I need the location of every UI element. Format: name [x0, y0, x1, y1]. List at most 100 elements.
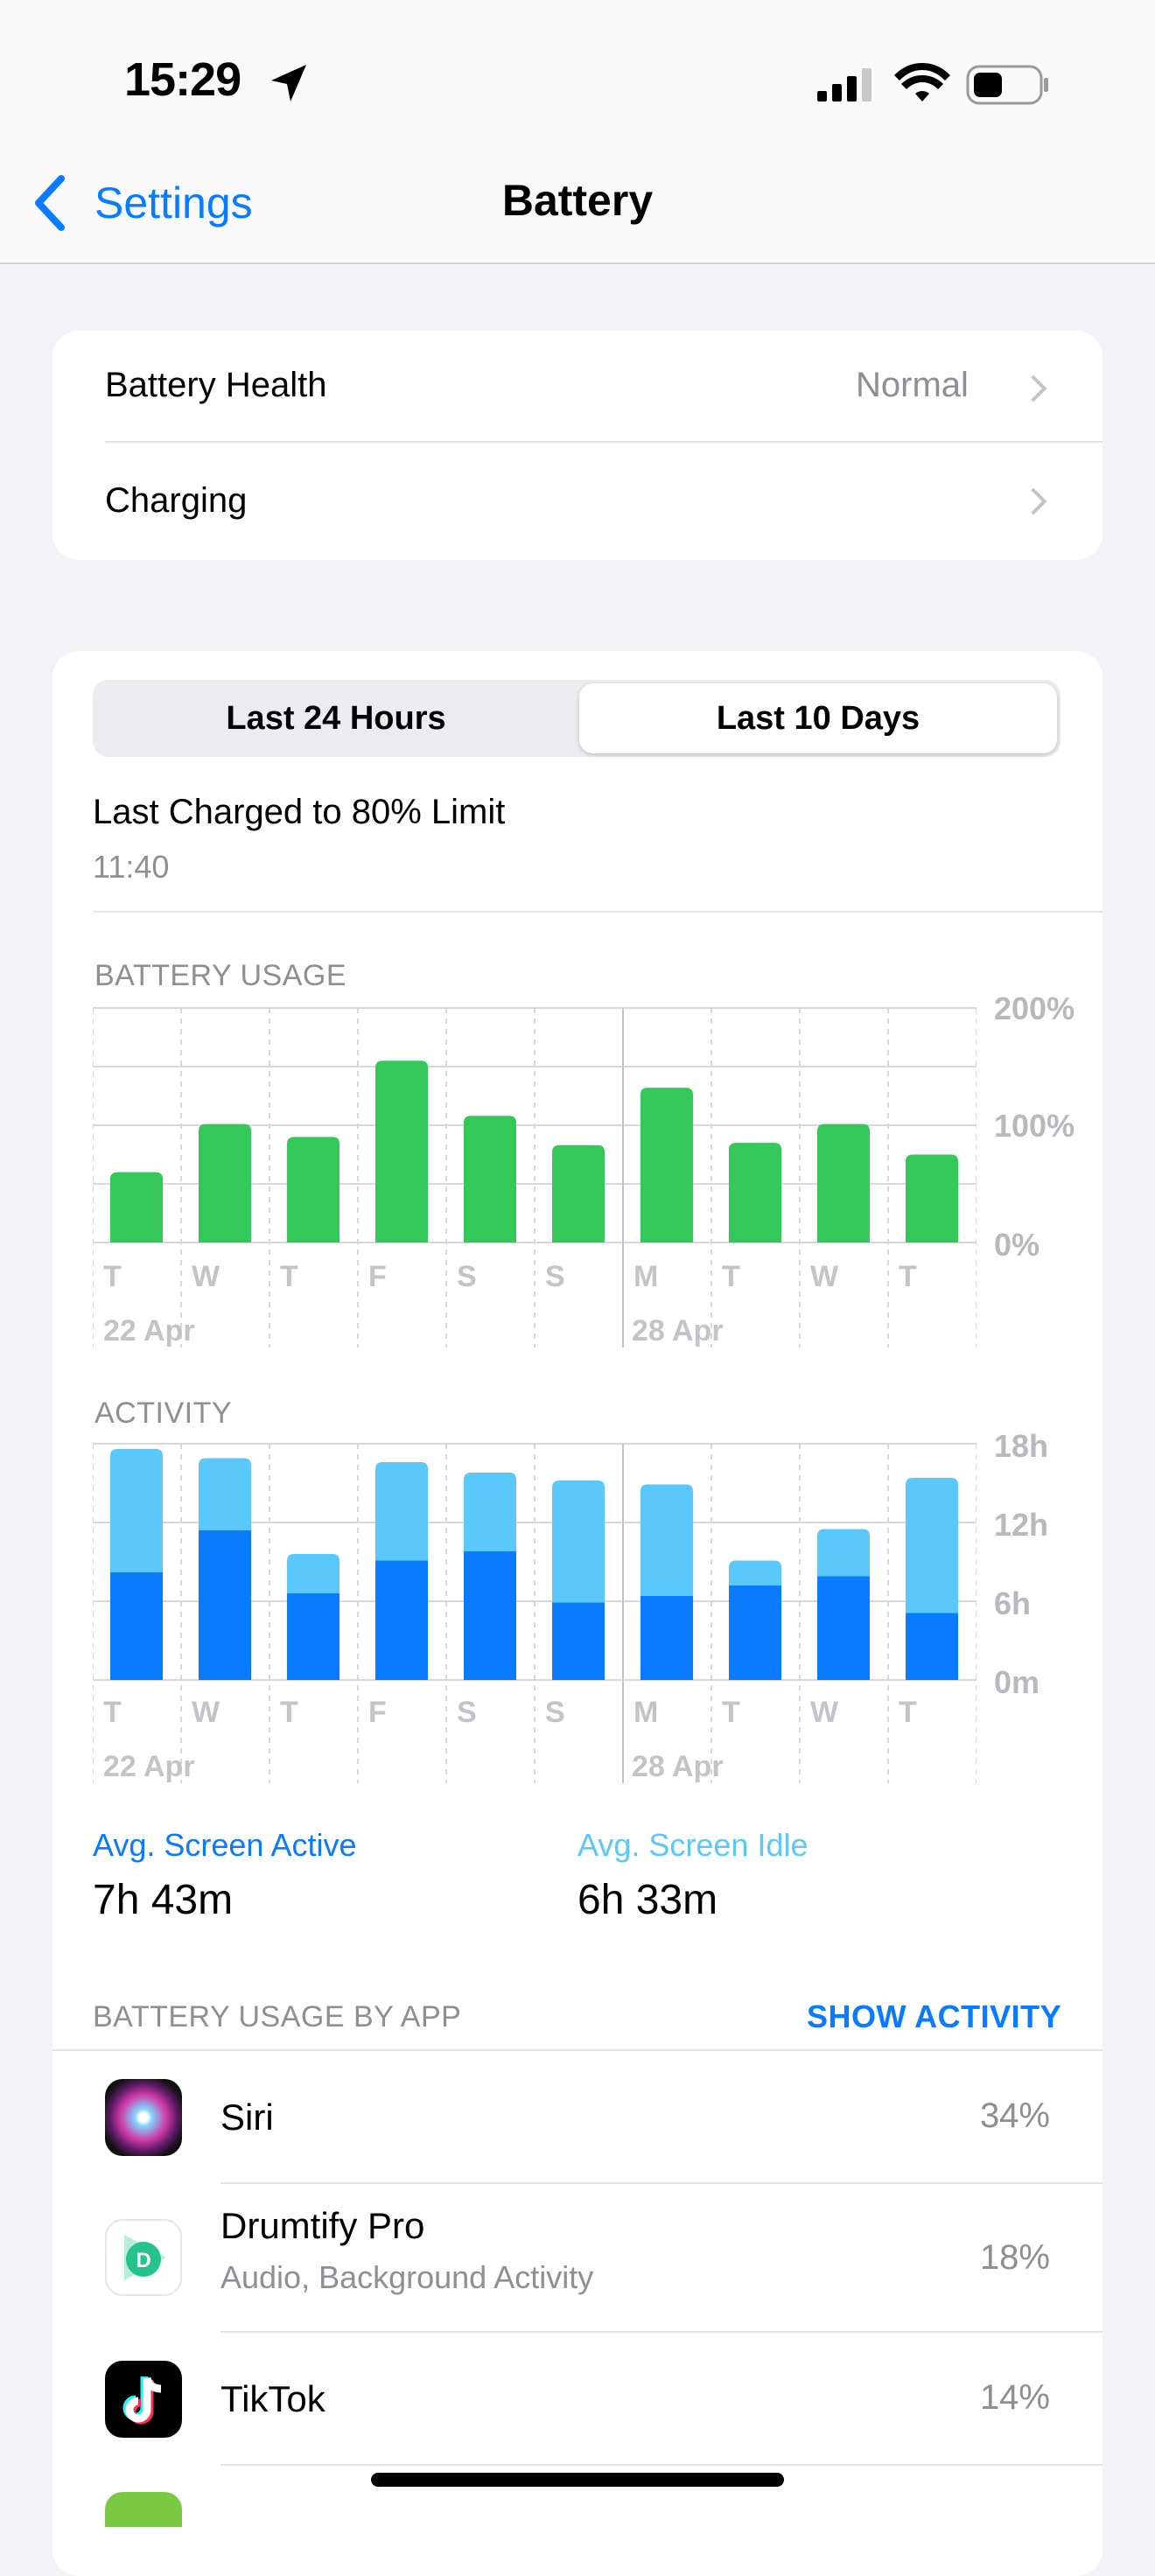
day-label: S [457, 1696, 477, 1729]
battery-usage-chart [93, 1007, 976, 1348]
segment-last-10-days[interactable]: Last 10 Days [579, 683, 1057, 753]
screen-idle-bar[interactable] [464, 1473, 516, 1551]
app-icon-partial [105, 2492, 182, 2527]
battery-usage-bar[interactable] [640, 1088, 693, 1242]
screen-idle-bar[interactable] [287, 1554, 340, 1593]
divider [220, 2464, 1102, 2466]
battery-health-row[interactable]: Battery Health Normal [52, 331, 1102, 443]
avg-screen-idle-value: 6h 33m [578, 1877, 718, 1923]
day-label: T [280, 1260, 298, 1293]
date-label: 22 Apr [103, 1314, 195, 1348]
chevron-right-icon [1019, 487, 1047, 515]
battery-health-label: Battery Health [105, 366, 327, 404]
battery-usage-section-label: BATTERY USAGE [94, 959, 347, 992]
back-button[interactable]: Settings [32, 175, 253, 231]
activity-y-tick: 0m [994, 1664, 1040, 1700]
battery-usage-bar[interactable] [110, 1172, 163, 1242]
tiktok-icon [105, 2361, 182, 2438]
day-label: F [368, 1696, 387, 1729]
charging-row[interactable]: Charging [52, 443, 1102, 560]
battery-usage-bar[interactable] [375, 1060, 428, 1242]
day-label: T [899, 1696, 917, 1729]
day-label: T [722, 1696, 740, 1729]
day-label: W [810, 1696, 839, 1729]
screen-active-bar[interactable] [552, 1602, 605, 1681]
battery-y-tick: 0% [994, 1227, 1040, 1263]
svg-text:D: D [136, 2249, 150, 2272]
app-percent: 14% [979, 2378, 1050, 2417]
divider [105, 441, 1102, 443]
screen-idle-bar[interactable] [640, 1484, 693, 1597]
chevron-left-icon [35, 175, 65, 231]
show-activity-button[interactable]: SHOW ACTIVITY [807, 1998, 1062, 2034]
screen-idle-bar[interactable] [729, 1560, 781, 1586]
app-row-siri[interactable]: Siri 34% [52, 2051, 1102, 2182]
activity-section-label: ACTIVITY [94, 1396, 233, 1430]
screen-active-bar[interactable] [464, 1551, 516, 1680]
app-row-drumtify-pro[interactable]: D Drumtify Pro Audio, Background Activit… [52, 2184, 1102, 2331]
activity-chart [93, 1443, 976, 1783]
screen-active-bar[interactable] [287, 1593, 340, 1680]
day-label: W [192, 1696, 220, 1729]
day-label: T [899, 1260, 917, 1293]
back-label: Settings [94, 178, 253, 228]
app-row-tiktok[interactable]: TikTok 14% [52, 2333, 1102, 2464]
avg-screen-idle-label: Avg. Screen Idle [578, 1827, 808, 1863]
screen-idle-bar[interactable] [375, 1462, 428, 1561]
battery-usage-bar[interactable] [906, 1154, 958, 1243]
activity-y-tick: 18h [994, 1428, 1049, 1464]
screen-active-bar[interactable] [375, 1560, 428, 1681]
day-label: M [634, 1696, 659, 1729]
battery-usage-bar[interactable] [817, 1124, 870, 1242]
screen-idle-bar[interactable] [110, 1449, 163, 1572]
navigation-bar: 15:29 Settings Battery [0, 0, 1155, 264]
app-name: Siri [220, 2096, 274, 2138]
screen-active-bar[interactable] [729, 1586, 781, 1680]
battery-usage-bar[interactable] [199, 1124, 251, 1242]
day-label: M [634, 1260, 659, 1293]
divider [52, 2049, 1102, 2051]
last-charged-time: 11:40 [93, 849, 170, 885]
screen-idle-bar[interactable] [552, 1480, 605, 1603]
day-label: S [545, 1260, 565, 1293]
screen-active-bar[interactable] [817, 1576, 870, 1681]
date-label: 28 Apr [632, 1750, 724, 1783]
day-label: W [192, 1260, 220, 1293]
screen-idle-bar[interactable] [817, 1529, 870, 1577]
battery-icon [966, 65, 1048, 105]
day-label: F [368, 1260, 387, 1293]
date-label: 28 Apr [632, 1314, 724, 1348]
screen-active-bar[interactable] [110, 1572, 163, 1680]
avg-screen-active-label: Avg. Screen Active [93, 1827, 357, 1863]
battery-usage-bar[interactable] [464, 1116, 516, 1242]
day-label: T [280, 1696, 298, 1729]
screen-idle-bar[interactable] [199, 1458, 251, 1531]
battery-usage-bar[interactable] [552, 1144, 605, 1242]
app-subtitle: Audio, Background Activity [220, 2259, 594, 2295]
day-label: T [103, 1260, 122, 1293]
wifi-icon [894, 63, 950, 102]
date-label: 22 Apr [103, 1750, 195, 1783]
screen-active-bar[interactable] [199, 1530, 251, 1680]
home-indicator[interactable] [371, 2473, 784, 2487]
time-range-segmented-control[interactable]: Last 24 Hours Last 10 Days [93, 680, 1060, 757]
battery-usage-bar[interactable] [729, 1143, 781, 1242]
day-label: T [722, 1260, 740, 1293]
app-percent: 18% [979, 2238, 1050, 2277]
chevron-right-icon [1019, 374, 1047, 402]
battery-y-tick: 200% [994, 990, 1075, 1026]
battery-health-card: Battery Health Normal Charging [52, 331, 1102, 560]
screen-idle-bar[interactable] [906, 1478, 958, 1614]
screen-active-bar[interactable] [640, 1596, 693, 1680]
divider [220, 2331, 1102, 2333]
divider [93, 911, 1102, 913]
day-label: S [545, 1696, 565, 1729]
segment-last-24-hours[interactable]: Last 24 Hours [226, 699, 446, 737]
day-label: W [810, 1260, 839, 1293]
activity-y-tick: 12h [994, 1507, 1049, 1543]
screen-active-bar[interactable] [906, 1613, 958, 1681]
drumtify-icon: D [105, 2219, 182, 2296]
battery-usage-bar[interactable] [287, 1137, 340, 1242]
page-title: Battery [501, 176, 654, 225]
last-charged-title: Last Charged to 80% Limit [93, 793, 506, 831]
